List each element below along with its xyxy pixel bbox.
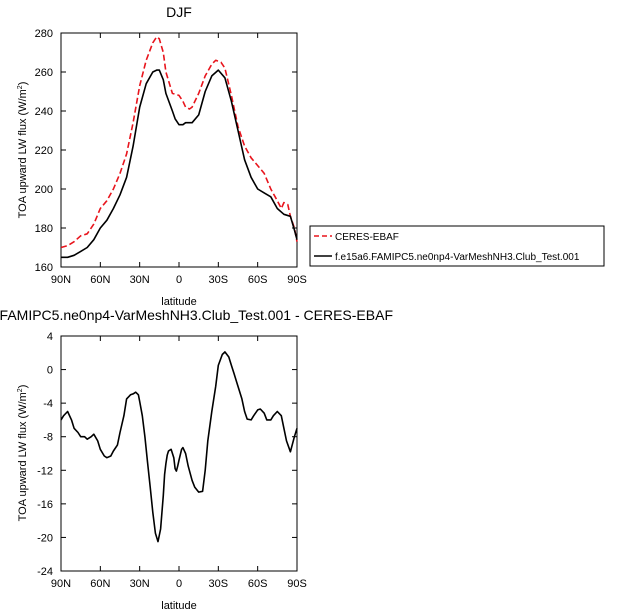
bottom-plot-frame bbox=[60, 335, 298, 572]
top-y-tick-label: 280 bbox=[35, 28, 53, 40]
bottom-y-tick-label: -8 bbox=[43, 432, 53, 444]
legend-label-model: f.e15a6.FAMIPC5.ne0np4-VarMeshNH3.Club_T… bbox=[335, 252, 580, 263]
bottom-x-tick-label: 0 bbox=[176, 578, 182, 590]
top-plot-frame bbox=[60, 32, 298, 268]
top-y-tick-label: 260 bbox=[35, 67, 53, 79]
top-x-tick-label: 60S bbox=[248, 274, 268, 286]
top-x-tick-label: 30S bbox=[209, 274, 229, 286]
bottom-y-axis-title: TOA upward LW flux (W/m2) bbox=[17, 385, 29, 522]
bottom-y-tick-label: -12 bbox=[37, 465, 53, 477]
legend-box bbox=[309, 225, 605, 267]
bottom-panel: f.e15a6.FAMIPC5.ne0np4-VarMeshNH3.Club_T… bbox=[0, 307, 393, 612]
bottom-x-axis-title: latitude bbox=[161, 600, 196, 612]
top-series bbox=[60, 36, 298, 259]
top-y-axis-title: TOA upward LW flux (W/m2) bbox=[17, 82, 29, 219]
bottom-x-tick-label: 30S bbox=[209, 578, 229, 590]
top-ticks: 90N 60N 30N 0 30S 60S 90S 160 180 200 220 240 260 280 bbox=[35, 28, 307, 286]
bottom-y-tick-label: -20 bbox=[37, 532, 53, 544]
top-x-tick-label: 60N bbox=[90, 274, 110, 286]
bottom-ticks: 90N 60N 30N 0 30S 60S 90S -24 -20 -16 -12 -8 -4 0 4 bbox=[37, 331, 307, 590]
bottom-chart-title: f.e15a6.FAMIPC5.ne0np4-VarMeshNH3.Club_T… bbox=[0, 307, 393, 323]
top-series-line-model bbox=[61, 69, 298, 259]
top-x-tick-label: 30N bbox=[130, 274, 150, 286]
top-x-tick-label: 90N bbox=[51, 274, 71, 286]
top-y-tick-label: 240 bbox=[35, 106, 53, 118]
top-panel: DJF 90N 60N 30N 0 30S 60S 90S 160 180 200 220 240 26… bbox=[17, 4, 605, 308]
bottom-y-tick-label: -4 bbox=[43, 398, 53, 410]
bottom-series-line-model bbox=[60, 351, 298, 543]
bottom-x-tick-label: 60N bbox=[90, 578, 110, 590]
top-y-tick-label: 200 bbox=[35, 184, 53, 196]
bottom-x-tick-label: 60S bbox=[248, 578, 268, 590]
top-x-axis-title: latitude bbox=[161, 296, 196, 308]
top-y-tick-label: 180 bbox=[35, 223, 53, 235]
bottom-y-tick-label: 0 bbox=[47, 365, 53, 377]
top-y-tick-label: 160 bbox=[35, 262, 53, 274]
top-chart-title: DJF bbox=[166, 4, 192, 20]
top-x-tick-label: 90S bbox=[287, 274, 307, 286]
top-y-tick-label: 220 bbox=[35, 145, 53, 157]
top-series-line-ceres bbox=[60, 36, 298, 249]
bottom-y-tick-label: -24 bbox=[37, 566, 53, 578]
bottom-x-tick-label: 30N bbox=[130, 578, 150, 590]
top-legend: CERES-EBAF f.e15a6.FAMIPC5.ne0np4-VarMes… bbox=[309, 225, 605, 267]
bottom-y-tick-label: -16 bbox=[37, 499, 53, 511]
legend-label-ceres: CERES-EBAF bbox=[335, 232, 399, 243]
bottom-y-tick-label: 4 bbox=[47, 331, 53, 343]
bottom-series bbox=[60, 351, 298, 543]
top-x-tick-label: 0 bbox=[176, 274, 182, 286]
bottom-x-tick-label: 90S bbox=[287, 578, 307, 590]
bottom-x-tick-label: 90N bbox=[51, 578, 71, 590]
